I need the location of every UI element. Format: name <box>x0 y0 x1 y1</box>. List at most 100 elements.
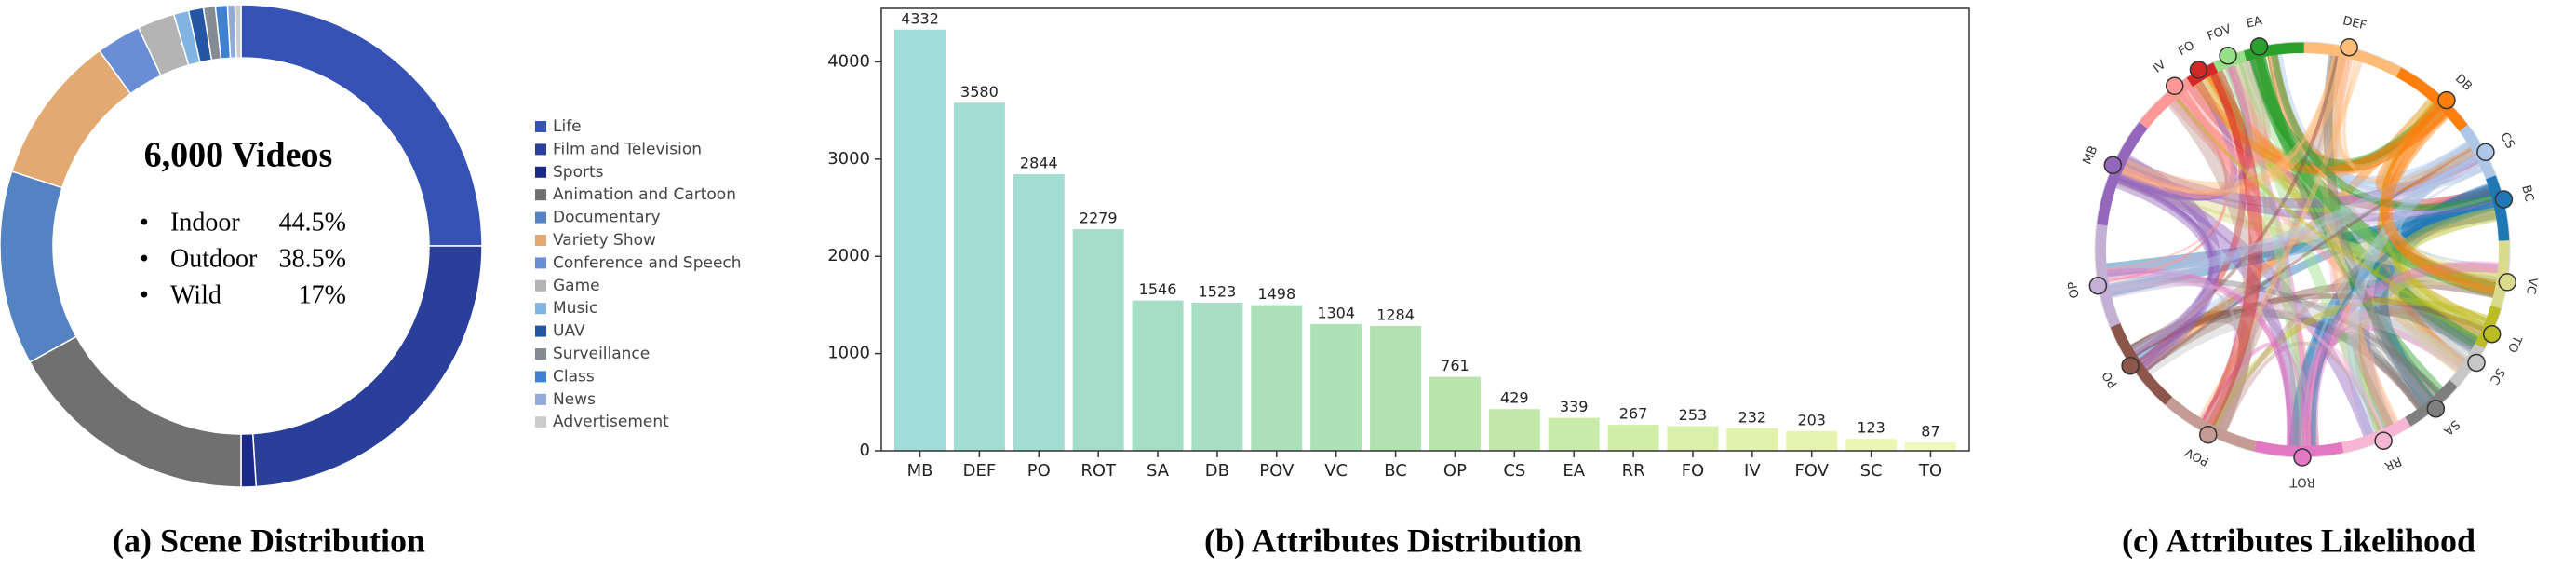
chord-ribbon <box>2127 293 2490 360</box>
chord-ribbon <box>2170 91 2489 337</box>
bar <box>1429 376 1481 451</box>
legend-swatch <box>535 189 546 201</box>
chord-ribbon <box>2204 49 2348 431</box>
chord-ribbon <box>2288 192 2502 455</box>
chord-ribbon <box>2337 51 2449 170</box>
x-tick-label: TO <box>1918 461 1942 481</box>
plot-frame <box>880 7 1970 452</box>
bar <box>894 29 946 452</box>
chord-ribbon <box>2222 58 2481 357</box>
chord-ribbon <box>2111 88 2228 201</box>
chord-ribbon <box>2270 47 2501 211</box>
legend-label: Animation and Cartoon <box>553 185 736 204</box>
chord-ribbon <box>2114 48 2338 194</box>
legend-label: Documentary <box>553 209 661 227</box>
chord-ribbon <box>2111 167 2300 455</box>
chord-ribbon <box>2113 80 2234 199</box>
chord-ribbon <box>2101 155 2488 294</box>
donut-slice <box>240 432 258 488</box>
bar <box>1310 323 1362 451</box>
chord-rim <box>2485 175 2510 241</box>
chord-ribbon <box>2222 60 2313 454</box>
chord-ribbon <box>2385 271 2504 378</box>
chord-ribbon <box>2099 183 2498 275</box>
bar <box>1072 229 1124 451</box>
caption: (b) Attributes Distribution <box>1204 522 1582 559</box>
bullet: • <box>140 208 149 237</box>
chord-ribbon <box>2136 303 2474 380</box>
value-label: 761 <box>1441 357 1469 374</box>
x-tick-label: RR <box>1622 461 1645 481</box>
chord-ribbon <box>2328 48 2494 325</box>
chord-ribbon <box>2112 173 2214 360</box>
chord-ribbon <box>2311 200 2502 454</box>
legend-swatch <box>535 143 546 156</box>
chord-ribbon <box>2253 48 2485 351</box>
chord-ribbon <box>2214 61 2303 455</box>
legend-swatch <box>535 121 546 132</box>
x-tick-label: IV <box>1744 461 1761 481</box>
chord-ribbon <box>2124 308 2427 415</box>
caption: (c) Attributes Likelihood <box>2122 522 2475 559</box>
chord-node <box>2165 76 2184 96</box>
chord-ribbon <box>2192 71 2504 292</box>
chord-label: IV <box>2151 58 2168 76</box>
chord-rim <box>2341 416 2411 454</box>
chord-ribbon <box>2190 75 2449 175</box>
bar <box>1845 439 1898 451</box>
legend-label: Variety Show <box>553 231 656 250</box>
chord-ribbon <box>2248 49 2449 171</box>
chord-label: SA <box>2440 416 2462 438</box>
bar <box>1370 325 1422 451</box>
chord-label: MB <box>2081 143 2101 167</box>
chord-ribbon <box>2322 48 2403 435</box>
chord-ribbon <box>2305 332 2446 454</box>
chord-node <box>2088 276 2108 295</box>
chord-label: OP <box>2066 280 2083 300</box>
bar <box>1548 417 1600 451</box>
chord-ribbon <box>2101 195 2502 299</box>
chord-ribbon <box>2112 175 2505 272</box>
bar <box>1488 409 1540 451</box>
chord-ribbon <box>2234 53 2504 292</box>
x-tick-label: EA <box>1563 461 1585 481</box>
chord-ribbon <box>2310 322 2467 454</box>
chord-ribbon <box>2214 211 2504 436</box>
value-label: 253 <box>1679 406 1708 424</box>
value-label: 203 <box>1797 411 1826 428</box>
chord-ribbon <box>2140 143 2478 376</box>
bullet: • <box>140 244 149 273</box>
center-item-name: Indoor <box>170 208 240 237</box>
chord-ribbon <box>2391 138 2504 289</box>
value-label: 429 <box>1500 389 1529 407</box>
chord-ribbon <box>2113 159 2505 288</box>
caption: (a) Scene Distribution <box>113 522 425 559</box>
chord-ribbon <box>2382 142 2482 370</box>
chord-node <box>2293 448 2312 467</box>
x-tick-label: MB <box>907 461 933 481</box>
chord-ribbon <box>2220 341 2385 439</box>
chord-node <box>2121 356 2140 375</box>
chord-ribbon <box>2129 185 2499 366</box>
center-item-name: Wild <box>170 280 221 309</box>
chord-ribbon <box>2379 92 2505 280</box>
chord-ribbon <box>2252 48 2473 373</box>
legend-swatch <box>535 257 546 269</box>
value-label: 3580 <box>960 83 999 101</box>
chord-ribbon <box>2387 147 2486 348</box>
legend-label: Music <box>553 299 597 318</box>
chord-ribbon <box>2207 48 2345 158</box>
value-label: 232 <box>1738 408 1767 426</box>
chord-ribbon <box>2228 55 2391 439</box>
chord-ribbon <box>2342 52 2478 183</box>
bar <box>953 102 1005 451</box>
bar <box>1607 425 1659 451</box>
chord-ribbon <box>2357 189 2501 436</box>
chord-ribbon <box>2302 305 2490 455</box>
chord-ribbon <box>2110 174 2504 291</box>
y-tick-label: 2000 <box>827 246 870 265</box>
chord-ribbon <box>2101 277 2446 400</box>
bullet: • <box>140 280 149 309</box>
chord-ribbon <box>2115 159 2502 222</box>
chord-label: SC <box>2487 365 2507 387</box>
